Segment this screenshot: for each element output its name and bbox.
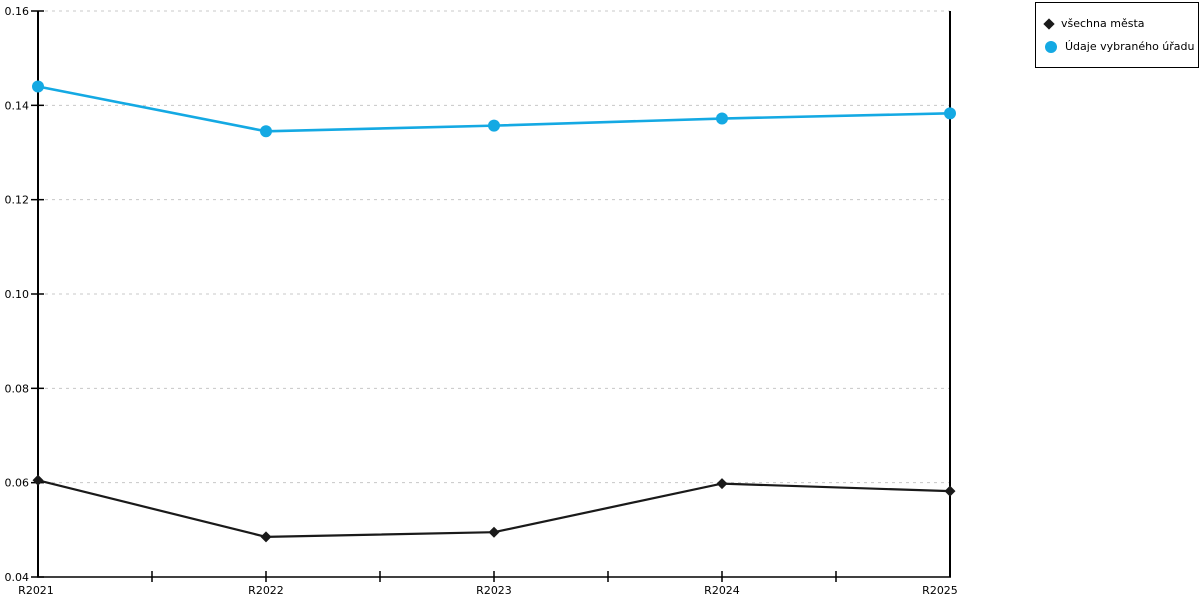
legend-label: všechna města [1061, 17, 1145, 30]
diamond-marker-icon [1043, 17, 1055, 30]
x-tick-label: R2022 [248, 584, 284, 597]
diamond-data-point-marker [260, 531, 272, 543]
x-tick-label: R2025 [922, 584, 958, 597]
circle-data-point-marker [260, 125, 272, 138]
legend-item-vsechna-mesta: všechna města [1043, 17, 1198, 30]
legend-label: Údaje vybraného úřadu [1065, 40, 1195, 53]
y-tick-label: 0.16 [5, 5, 30, 18]
circle-marker-icon [1045, 40, 1057, 53]
legend: všechna města Údaje vybraného úřadu [1035, 2, 1199, 68]
x-tick-label: R2023 [476, 584, 512, 597]
y-tick-label: 0.14 [5, 99, 30, 112]
circle-data-point-marker [32, 80, 44, 93]
y-tick-label: 0.06 [5, 477, 30, 490]
diamond-data-point-marker [944, 485, 956, 497]
circle-data-point-marker [488, 119, 500, 132]
y-tick-label: 0.10 [5, 288, 30, 301]
circle-data-point-marker [944, 107, 956, 120]
y-tick-label: 0.08 [5, 382, 30, 395]
legend-item-udaje-vybraneho-uradu: Údaje vybraného úřadu [1045, 40, 1198, 53]
x-tick-label: R2024 [704, 584, 740, 597]
y-tick-label: 0.04 [5, 571, 30, 584]
diamond-data-point-marker [488, 526, 500, 538]
diamond-data-point-marker [716, 478, 728, 490]
circle-data-point-marker [716, 112, 728, 125]
x-tick-label: R2021 [18, 584, 54, 597]
diamond-data-point-marker [32, 474, 44, 486]
y-tick-label: 0.12 [5, 194, 30, 207]
